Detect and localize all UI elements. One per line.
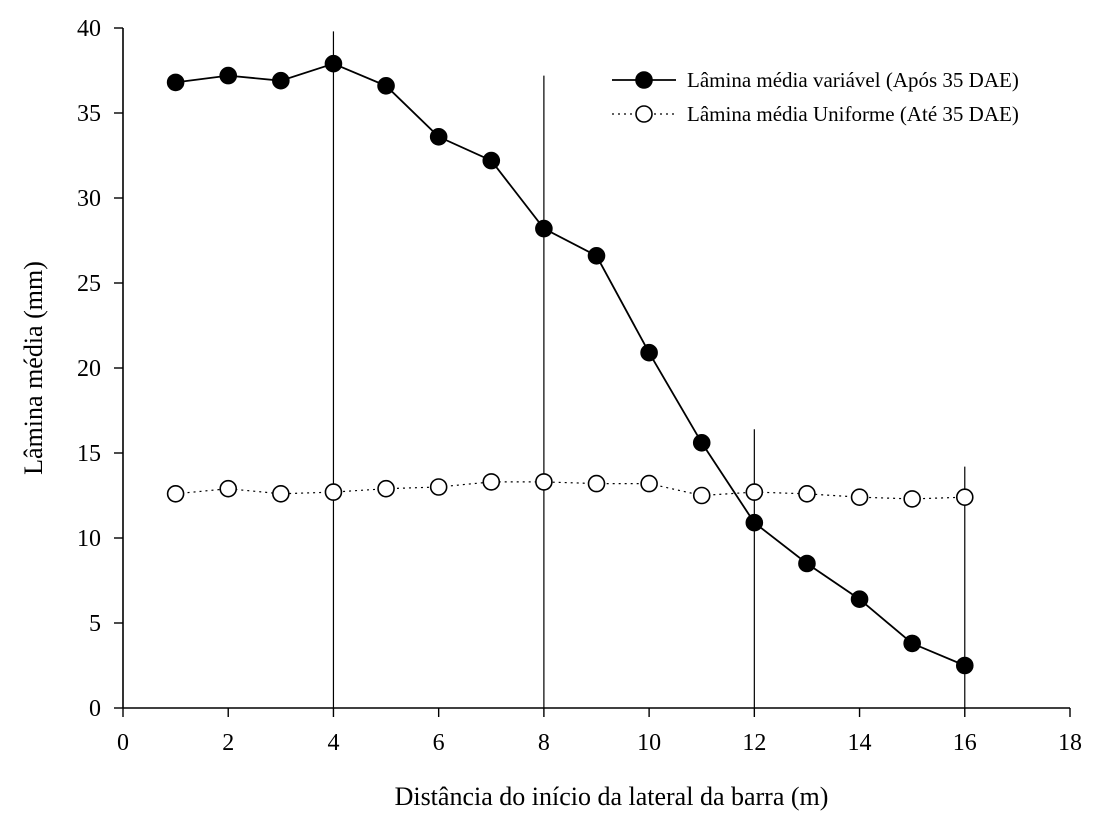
legend: Lâmina média variável (Após 35 DAE) Lâmi…	[612, 68, 1019, 126]
data-point	[640, 474, 658, 493]
x-tick-label: 2	[222, 730, 234, 756]
data-point	[850, 488, 869, 507]
series-uniform	[166, 473, 974, 508]
data-point	[272, 484, 290, 503]
legend-label-uniform: Lâmina média Uniforme (Até 35 DAE)	[687, 102, 1019, 126]
y-tick-label: 0	[89, 696, 101, 722]
legend-marker	[635, 105, 653, 123]
data-point	[482, 473, 501, 491]
data-point	[745, 513, 764, 532]
data-point	[377, 77, 395, 95]
axes	[122, 28, 1070, 709]
data-point	[535, 219, 553, 238]
data-point	[587, 247, 606, 265]
data-point	[903, 490, 921, 508]
x-tick-label: 16	[953, 730, 977, 756]
y-tick-label: 30	[77, 186, 101, 212]
data-point	[692, 486, 711, 505]
data-point	[272, 71, 290, 90]
data-point	[429, 478, 448, 496]
y-tick-label: 15	[77, 441, 101, 467]
x-tick-label: 18	[1058, 730, 1082, 756]
data-point	[377, 479, 395, 498]
x-tick-label: 10	[637, 730, 661, 756]
data-point	[166, 73, 185, 92]
vertical-reference-lines	[332, 31, 966, 708]
series-line	[175, 62, 966, 667]
legend-item-variable: Lâmina média variável (Após 35 DAE)	[612, 68, 1019, 92]
x-tick-label: 8	[538, 730, 550, 756]
y-tick-label: 25	[77, 271, 101, 297]
data-point	[219, 66, 238, 85]
x-tick-label: 0	[117, 730, 129, 756]
y-axis-ticks: 0 5 10 15 20 25 30 35 40	[77, 16, 123, 722]
y-tick-label: 20	[77, 356, 101, 382]
data-point	[903, 634, 921, 653]
x-axis-ticks: 0 2 4 6 8 10 12 14 16 18	[117, 708, 1082, 756]
y-tick-label: 40	[77, 16, 101, 42]
data-point	[640, 343, 658, 362]
x-axis-title: Distância do início da lateral da barra …	[395, 782, 829, 811]
legend-marker	[635, 71, 653, 89]
data-point	[798, 554, 816, 573]
y-axis-title: Lâmina média (mm)	[19, 261, 48, 475]
data-point	[955, 488, 974, 507]
y-tick-label: 5	[89, 611, 101, 637]
data-point	[429, 128, 448, 146]
data-point	[798, 484, 816, 503]
data-point	[587, 474, 606, 493]
y-tick-label: 10	[77, 526, 101, 552]
data-point	[692, 433, 711, 452]
data-point	[482, 151, 501, 170]
data-point	[955, 656, 974, 675]
series-line	[175, 481, 965, 500]
x-tick-label: 6	[433, 730, 445, 756]
x-tick-label: 12	[742, 730, 766, 756]
y-tick-label: 35	[77, 101, 101, 127]
data-point	[324, 483, 343, 501]
x-tick-label: 4	[327, 730, 339, 756]
series-variable	[166, 54, 974, 675]
data-point	[219, 479, 238, 498]
legend-item-uniform: Lâmina média Uniforme (Até 35 DAE)	[612, 102, 1019, 126]
data-point	[745, 483, 764, 501]
data-point	[850, 590, 869, 609]
data-point	[324, 54, 343, 73]
legend-label-variable: Lâmina média variável (Após 35 DAE)	[687, 68, 1019, 92]
data-point	[535, 473, 553, 491]
data-point	[166, 484, 185, 503]
x-tick-label: 14	[848, 730, 872, 756]
